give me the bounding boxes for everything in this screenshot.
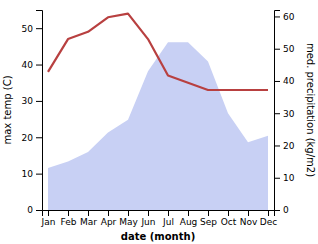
y2-axis-title: med. precipitation (kg/m2)	[305, 43, 316, 177]
x-tick: Nov	[240, 210, 258, 227]
x-tick-label: May	[119, 217, 138, 227]
x-tick-label: Mar	[80, 217, 97, 227]
y-tick: 40	[22, 60, 42, 70]
area	[48, 42, 268, 210]
marks	[48, 14, 268, 210]
y-tick-label: 20	[22, 133, 34, 143]
y-tick-label: 0	[27, 205, 33, 215]
y-axis: 0 10 20 30 40 50	[22, 11, 43, 216]
line	[48, 14, 268, 90]
x-tick-mark	[248, 210, 249, 216]
y-tick-label: 10	[22, 169, 34, 179]
y2-tick: 40	[274, 76, 295, 86]
x-tick-mark	[228, 210, 229, 216]
y2-tick: 60	[274, 12, 295, 22]
y2-tick-mark	[274, 178, 280, 179]
y2-tick-mark	[274, 145, 280, 146]
y2-tick-mark	[274, 16, 280, 17]
x-tick-mark	[108, 210, 109, 216]
x-tick-mark	[68, 210, 69, 216]
y2-axis: 0 10 20 30 40 50 60	[274, 11, 295, 216]
y2-tick-label: 30	[283, 109, 295, 119]
x-tick: Oct	[221, 210, 237, 227]
plot: Jan FebMar AprMayJun Jul AugSep OctNovDec 0 10 2…	[22, 11, 295, 228]
y-tick-mark	[36, 210, 42, 211]
x-axis: Jan FebMar AprMayJun Jul AugSep OctNovDec	[41, 210, 278, 227]
x-tick-label: Jul	[162, 217, 174, 227]
y2-tick-label: 10	[283, 173, 295, 183]
chart-root: Jan FebMar AprMayJun Jul AugSep OctNovDec 0 10 2…	[0, 0, 318, 244]
y2-tick-label: 0	[283, 205, 289, 215]
y2-tick-label: 60	[283, 12, 295, 22]
y2-tick-label: 40	[283, 76, 295, 86]
x-tick-mark	[268, 210, 269, 216]
y-tick-mark	[36, 28, 42, 29]
y2-tick-mark	[274, 49, 280, 50]
y2-tick-label: 50	[283, 44, 295, 54]
x-tick: Apr	[101, 210, 117, 227]
x-tick-label: Apr	[101, 217, 117, 227]
x-tick: Jan	[41, 210, 56, 227]
x-tick: Jun	[140, 210, 155, 227]
x-axis-line	[43, 211, 275, 217]
y2-tick-label: 20	[283, 141, 295, 151]
x-tick: Aug	[180, 210, 198, 227]
y2-tick-mark	[274, 210, 280, 211]
y2-axis-line	[275, 11, 281, 211]
y-tick: 0	[27, 205, 42, 215]
x-tick-mark	[128, 210, 129, 216]
x-tick-label: Oct	[221, 217, 237, 227]
y-tick-label: 40	[22, 60, 34, 70]
x-tick-label: Jun	[140, 217, 155, 227]
y-tick-label: 50	[22, 24, 34, 34]
y-axis-line	[36, 11, 43, 211]
y2-tick: 10	[274, 173, 295, 183]
y2-tick-mark	[274, 81, 280, 82]
y-tick-mark	[36, 65, 42, 66]
y-tick: 20	[22, 133, 42, 143]
y2-tick: 20	[274, 141, 295, 151]
x-tick-mark	[48, 210, 49, 216]
x-tick-label: Nov	[240, 217, 258, 227]
x-tick: May	[119, 210, 138, 227]
y-tick-label: 30	[22, 96, 34, 106]
x-tick: Dec	[260, 210, 277, 227]
y-tick-mark	[36, 137, 42, 138]
y-axis-title: max temp (C)	[2, 75, 13, 144]
y-tick-mark	[36, 174, 42, 175]
x-axis-title: date (month)	[121, 231, 195, 242]
x-tick: Sep	[200, 210, 217, 227]
y2-tick: 30	[274, 109, 295, 119]
x-tick-mark	[188, 210, 189, 216]
x-tick-label: Aug	[180, 217, 198, 227]
x-tick-label: Feb	[61, 217, 77, 227]
x-tick-mark	[168, 210, 169, 216]
y2-tick: 0	[274, 205, 289, 215]
x-tick-label: Sep	[200, 217, 217, 227]
chart-svg: Jan FebMar AprMayJun Jul AugSep OctNovDec 0 10 2…	[0, 0, 318, 244]
x-tick-mark	[208, 210, 209, 216]
x-tick: Jul	[162, 210, 174, 227]
y2-tick-mark	[274, 113, 280, 114]
y-tick: 30	[22, 96, 42, 106]
x-tick-label: Jan	[41, 217, 56, 227]
y-tick: 50	[22, 24, 42, 34]
x-tick: Mar	[80, 210, 97, 227]
x-tick-mark	[148, 210, 149, 216]
y-tick-mark	[36, 101, 42, 102]
x-tick-label: Dec	[260, 217, 277, 227]
x-tick: Feb	[61, 210, 77, 227]
x-tick-mark	[88, 210, 89, 216]
y-tick: 10	[22, 169, 42, 179]
y2-tick: 50	[274, 44, 295, 54]
